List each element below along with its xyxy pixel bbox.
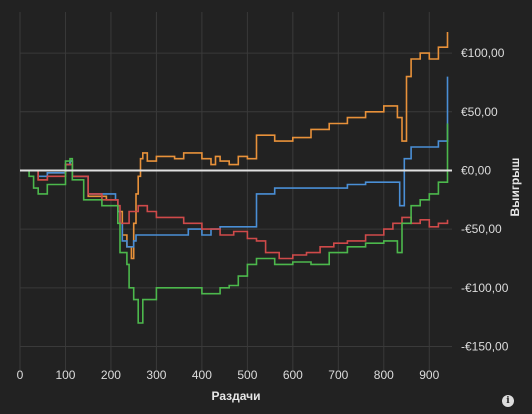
y-tick-label: €100,00 xyxy=(461,46,505,60)
y-tick-label: -€150,00 xyxy=(461,340,509,354)
y-tick-label: -€100,00 xyxy=(461,281,509,295)
x-tick-label: 0 xyxy=(17,368,24,382)
y-axis-ticks: €100,00 €50,00 €0,00 -€50,00 -€100,00 -€150,0… xyxy=(461,46,509,353)
y-tick-label: €50,00 xyxy=(461,105,498,119)
x-tick-label: 600 xyxy=(283,368,303,382)
y-axis-title: Выигрыш xyxy=(508,158,522,217)
x-tick-label: 900 xyxy=(419,368,439,382)
x-tick-label: 500 xyxy=(237,368,257,382)
y-tick-label: €0,00 xyxy=(461,163,491,177)
x-tick-label: 800 xyxy=(374,368,394,382)
series-group xyxy=(20,32,449,324)
x-tick-label: 100 xyxy=(55,368,75,382)
series-line-3 xyxy=(20,163,449,260)
series-line-1 xyxy=(20,32,449,260)
x-tick-label: 300 xyxy=(146,368,166,382)
x-tick-label: 400 xyxy=(192,368,212,382)
x-axis-ticks: 0 100 200 300 400 500 600 700 800 900 xyxy=(17,368,440,382)
grid-lines xyxy=(19,12,452,370)
x-tick-label: 200 xyxy=(101,368,121,382)
x-tick-label: 700 xyxy=(328,368,348,382)
info-icon[interactable]: i xyxy=(502,395,514,407)
series-line-4 xyxy=(20,123,449,324)
x-axis-title: Раздачи xyxy=(212,389,261,403)
y-tick-label: -€50,00 xyxy=(461,222,502,236)
